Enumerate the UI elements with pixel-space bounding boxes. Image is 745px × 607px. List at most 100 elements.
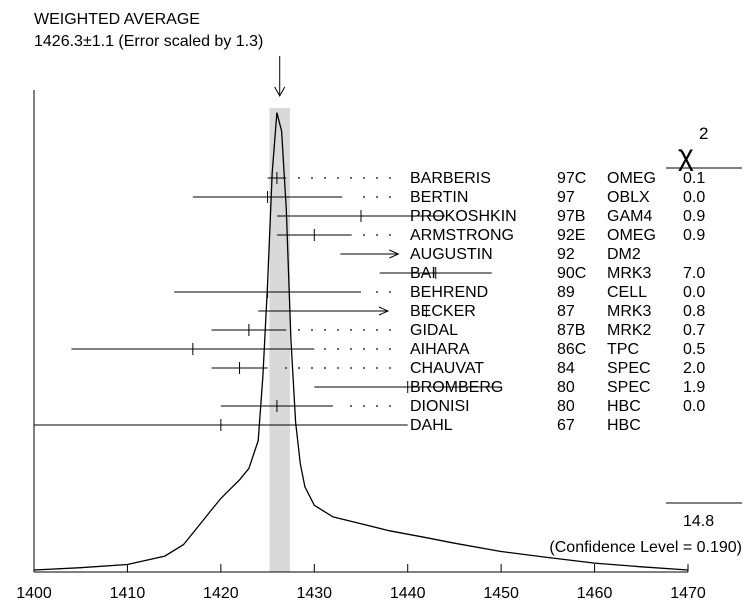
- measurement-chi2: 1.9: [683, 379, 705, 396]
- measurement-author: CHAUVAT: [410, 360, 484, 377]
- leader-dot: [337, 329, 339, 331]
- measurement-year: 80: [557, 379, 575, 396]
- measurement-chi2: 0.7: [683, 322, 705, 339]
- leader-dot: [389, 329, 391, 331]
- leader-dot: [285, 367, 287, 369]
- x-tick-label: 1400: [16, 585, 52, 602]
- measurement-chi2: 0.8: [683, 303, 705, 320]
- leader-dot: [337, 177, 339, 179]
- chart-title: WEIGHTED AVERAGE: [34, 11, 200, 28]
- leader-dot: [363, 234, 365, 236]
- measurement-chi2: 0.9: [683, 208, 705, 225]
- measurement-year: 87B: [557, 322, 585, 339]
- measurement-author: AUGUSTIN: [410, 246, 493, 263]
- leader-dot: [363, 196, 365, 198]
- measurement-technique: HBC: [607, 417, 641, 434]
- leader-dot: [350, 367, 352, 369]
- leader-dot: [311, 329, 313, 331]
- x-tick-label: 1460: [577, 585, 613, 602]
- measurement-technique: MRK3: [607, 265, 652, 282]
- leader-dot: [389, 177, 391, 179]
- measurement-chi2: 0.5: [683, 341, 705, 358]
- leader-dot: [389, 196, 391, 198]
- leader-dot: [376, 348, 378, 350]
- leader-dot: [311, 177, 313, 179]
- measurement-technique: CELL: [607, 284, 647, 301]
- leader-dot: [324, 329, 326, 331]
- measurement-author: BROMBERG: [410, 379, 503, 396]
- measurement-author: GIDAL: [410, 322, 458, 339]
- measurement-author: AIHARA: [410, 341, 470, 358]
- leader-dot: [298, 329, 300, 331]
- average-error-band: [269, 108, 290, 572]
- x-tick-label: 1420: [203, 585, 239, 602]
- leader-dot: [350, 329, 352, 331]
- measurement-author: ARMSTRONG: [410, 227, 514, 244]
- measurement-year: 67: [557, 417, 575, 434]
- error-bar-arrow-head: [378, 306, 390, 316]
- measurement-chi2: 0.1: [683, 170, 705, 187]
- leader-dot: [337, 348, 339, 350]
- x-tick-label: 1410: [110, 585, 146, 602]
- leader-dot: [350, 348, 352, 350]
- leader-dot: [376, 234, 378, 236]
- measurement-author: PROKOSHKIN: [410, 208, 517, 225]
- measurement-technique: HBC: [607, 398, 641, 415]
- measurement-year: 89: [557, 284, 575, 301]
- measurements: BARBERIS 97C OMEG 0.1 BERTIN 97 OBLX 0.0 PROKOSH…: [34, 170, 705, 434]
- leader-dot: [363, 367, 365, 369]
- leader-dot: [350, 405, 352, 407]
- measurement-technique: TPC: [607, 341, 639, 358]
- measurement-year: 80: [557, 398, 575, 415]
- leader-dot: [324, 367, 326, 369]
- leader-dot: [376, 177, 378, 179]
- leader-dot: [363, 329, 365, 331]
- leader-dot: [350, 177, 352, 179]
- chi2-symbol: χ: [678, 139, 694, 172]
- x-tick-label: 1450: [483, 585, 519, 602]
- measurement-year: 97: [557, 189, 575, 206]
- measurement-author: BECKER: [410, 303, 476, 320]
- measurement-author: BAI: [410, 265, 436, 282]
- leader-dot: [389, 405, 391, 407]
- x-axis-ticks: 1400 1410 1420 1430 1440 1450 1460 1470: [16, 564, 706, 602]
- measurement-year: 97C: [557, 170, 586, 187]
- measurement-chi2: 0.0: [683, 189, 705, 206]
- measurement-author: DIONISI: [410, 398, 470, 415]
- leader-dot: [363, 405, 365, 407]
- measurement-year: 97B: [557, 208, 585, 225]
- leader-dot: [376, 405, 378, 407]
- leader-dot: [376, 291, 378, 293]
- measurement-author: DAHL: [410, 417, 453, 434]
- x-tick-label: 1470: [670, 585, 706, 602]
- measurement-technique: DM2: [607, 246, 641, 263]
- leader-dot: [311, 367, 313, 369]
- measurement-chi2: 0.9: [683, 227, 705, 244]
- chi2-header: χ 2: [678, 124, 708, 172]
- measurement-author: BEHREND: [410, 284, 488, 301]
- x-tick-label: 1430: [296, 585, 332, 602]
- measurement-technique: OMEG: [607, 170, 656, 187]
- measurement-chi2: 0.0: [683, 284, 705, 301]
- measurement-technique: GAM4: [607, 208, 652, 225]
- average-arrow: [274, 56, 286, 98]
- leader-dot: [363, 177, 365, 179]
- measurement-technique: MRK2: [607, 322, 652, 339]
- confidence-level: (Confidence Level = 0.190): [549, 539, 742, 556]
- measurement-year: 92E: [557, 227, 585, 244]
- leader-dot: [389, 367, 391, 369]
- leader-dot: [389, 234, 391, 236]
- leader-dot: [363, 348, 365, 350]
- measurement-year: 86C: [557, 341, 586, 358]
- chi2-total: 14.8: [683, 513, 714, 530]
- measurement-year: 92: [557, 246, 575, 263]
- measurement-technique: SPEC: [607, 379, 651, 396]
- chi2-exponent: 2: [699, 124, 708, 143]
- average-arrow-head: [274, 86, 286, 98]
- measurement-year: 84: [557, 360, 575, 377]
- measurement-author: BERTIN: [410, 189, 468, 206]
- offscale-arrow-head: [389, 249, 400, 259]
- ideogram-curve: [33, 112, 689, 571]
- measurement-year: 90C: [557, 265, 586, 282]
